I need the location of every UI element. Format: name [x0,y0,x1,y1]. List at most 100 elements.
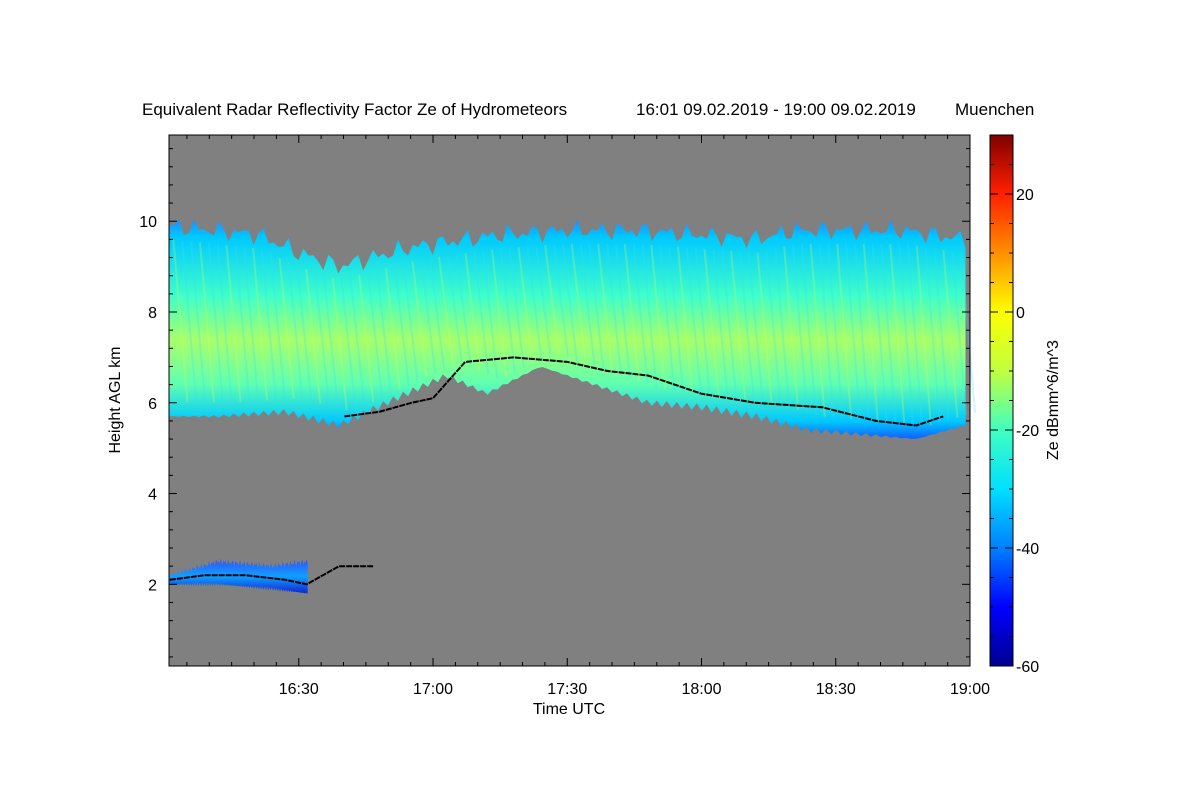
reflectivity-streak [260,249,277,400]
reflectivity-streak [278,257,295,399]
reflectivity-streak [393,265,410,386]
reflectivity-streak [535,245,552,356]
reflectivity-streak [650,244,667,390]
reflectivity-streak [420,259,437,374]
reflectivity-streak [924,247,941,423]
reflectivity-streak [614,243,631,379]
reflectivity-streak [942,249,959,418]
cloud-layer [169,558,308,594]
x-tick-label: 17:00 [413,681,453,698]
detection-lines [169,356,944,586]
reflectivity-streak [243,246,260,402]
reflectivity-streak [190,241,207,403]
colorbar-tick-label: -40 [1016,541,1039,558]
reflectivity-streak [216,244,233,403]
detection-line [344,356,944,427]
reflectivity-streak [712,249,729,396]
reflectivity-streak [358,274,375,403]
reflectivity-streak [783,246,800,411]
colorbar-label: Ze dBmm^6/m^3 [1045,340,1062,460]
reflectivity-streak [597,243,614,373]
y-tick-label: 6 [148,396,157,413]
reflectivity-streak [791,244,808,413]
reflectivity-streak [933,248,950,421]
reflectivity-streak [889,243,906,424]
reflectivity-streak [491,249,508,378]
colorbar-tick-label: -20 [1016,423,1039,440]
reflectivity-streak [862,243,879,422]
reflectivity-streak [411,260,428,378]
reflectivity-streak [340,279,357,411]
reflectivity-streak [517,247,534,365]
reflectivity-streak [853,243,870,421]
reflectivity-streak [526,246,543,360]
x-tick-label: 17:30 [547,681,587,698]
detection-line [169,565,374,586]
reflectivity-streak [845,243,862,420]
reflectivity-streak [880,243,897,423]
reflectivity-streak [464,253,481,371]
reflectivity-streak [898,243,915,425]
reflectivity-streak [951,251,968,416]
reflectivity-streak [588,243,605,370]
reflectivity-streak [349,277,366,407]
reflectivity-streak [225,245,242,403]
reflectivity-streak [305,269,322,404]
reflectivity-streak [446,255,463,363]
reflectivity-streak [809,243,826,417]
reflectivity-streak [455,254,472,367]
reflectivity-streak [960,252,977,413]
x-axis-label: Time UTC [533,701,605,718]
reflectivity-streak [907,244,923,425]
reflectivity-streak [694,247,711,394]
reflectivity-streak [676,246,693,392]
reflectivity-streak [729,250,746,399]
cloud-layers [169,219,977,594]
reflectivity-streak [774,248,791,408]
reflectivity-streak [721,250,738,398]
reflectivity-streak [234,246,251,402]
reflectivity-streak [402,262,419,382]
reflectivity-streak [269,253,286,400]
reflectivity-streak [508,247,525,369]
reflectivity-streak [482,250,499,379]
reflectivity-streak [314,272,331,406]
chart-time-range: 16:01 09.02.2019 - 19:00 09.02.2019 [636,100,916,119]
y-tick-label: 4 [148,487,157,504]
x-tick-label: 16:30 [279,681,319,698]
reflectivity-streak [198,242,215,403]
reflectivity-streak [659,245,676,391]
reflectivity-streak [367,272,384,399]
x-axis-ticks: 16:30 17:00 17:30 18:00 18:30 19:00 [186,135,990,698]
colorbar-tick-label: 0 [1016,305,1025,322]
y-tick-label: 10 [139,214,157,231]
cloud-layer [169,219,966,439]
x-tick-label: 19:00 [950,681,990,698]
y-axis-ticks: 2 4 6 8 10 [139,148,970,658]
reflectivity-streak [836,243,853,419]
reflectivity-streak [473,251,490,375]
reflectivity-streak [703,248,720,395]
reflectivity-streak [871,243,888,422]
reflectivity-streak [252,247,269,401]
x-tick-label: 18:30 [816,681,856,698]
y-tick-label: 8 [148,305,157,322]
reflectivity-streak [570,243,587,364]
reflectivity-streak [738,251,755,401]
reflectivity-streak [765,250,782,406]
reflectivity-streak [322,274,339,409]
reflectivity-streak [287,261,304,400]
colorbar-tick-label: -60 [1016,659,1039,676]
reflectivity-streak [384,267,401,390]
reflectivity-streak [606,243,623,376]
reflectivity-streak [827,243,844,419]
reflectivity-streak [818,243,835,418]
chart-title: Equivalent Radar Reflectivity Factor Ze … [142,100,567,119]
chart-location: Muenchen [955,100,1034,119]
reflectivity-streak [685,247,702,393]
reflectivity-streak [181,240,198,403]
reflectivity-streak [499,248,516,374]
reflectivity-streak [668,246,685,392]
colorbar-tick-label: 20 [1016,187,1034,204]
